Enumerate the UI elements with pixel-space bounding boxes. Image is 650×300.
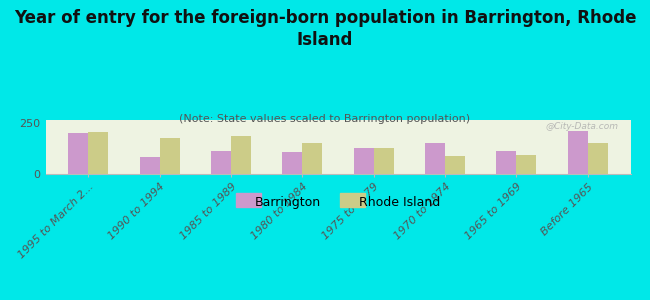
Legend: Barrington, Rhode Island: Barrington, Rhode Island — [231, 191, 445, 214]
Text: @City-Data.com: @City-Data.com — [546, 122, 619, 130]
Bar — [88, 132, 109, 174]
Bar — [354, 148, 374, 174]
Text: (Note: State values scaled to Barrington population): (Note: State values scaled to Barrington… — [179, 114, 471, 124]
Bar — [302, 143, 322, 174]
Bar — [68, 133, 88, 174]
Bar — [282, 152, 302, 174]
Bar — [497, 151, 516, 174]
Bar — [445, 156, 465, 174]
Bar — [567, 131, 588, 174]
Bar — [516, 154, 536, 174]
Bar — [588, 143, 608, 174]
Bar — [160, 138, 179, 174]
Text: Year of entry for the foreign-born population in Barrington, Rhode
Island: Year of entry for the foreign-born popul… — [14, 9, 636, 49]
Bar — [425, 143, 445, 174]
Bar — [211, 151, 231, 174]
Bar — [231, 136, 251, 174]
Bar — [374, 148, 394, 174]
Bar — [140, 157, 160, 174]
